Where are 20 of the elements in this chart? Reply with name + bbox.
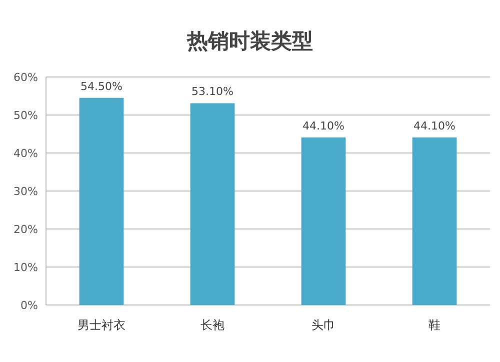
y-tick-label: 20% [14,223,38,236]
x-tick-label: 头巾 [312,318,336,332]
x-tick-label: 男士衬衣 [78,318,126,332]
y-tick-label: 50% [14,109,38,122]
x-tick-label: 长袍 [200,318,224,332]
bar [301,137,346,305]
bar [412,137,457,305]
data-label: 44.10% [414,119,456,132]
data-label: 53.10% [192,85,234,98]
data-label: 54.50% [80,80,122,93]
y-tick-label: 40% [14,147,38,160]
bar [190,103,235,305]
data-label: 44.10% [302,119,344,132]
y-tick-label: 10% [14,261,38,274]
y-tick-label: 0% [20,299,38,312]
y-tick-label: 30% [14,185,38,198]
chart-title: 热销时装类型 [186,29,313,53]
bar [79,98,124,305]
y-tick-label: 60% [14,71,38,84]
x-tick-label: 鞋 [428,318,440,332]
